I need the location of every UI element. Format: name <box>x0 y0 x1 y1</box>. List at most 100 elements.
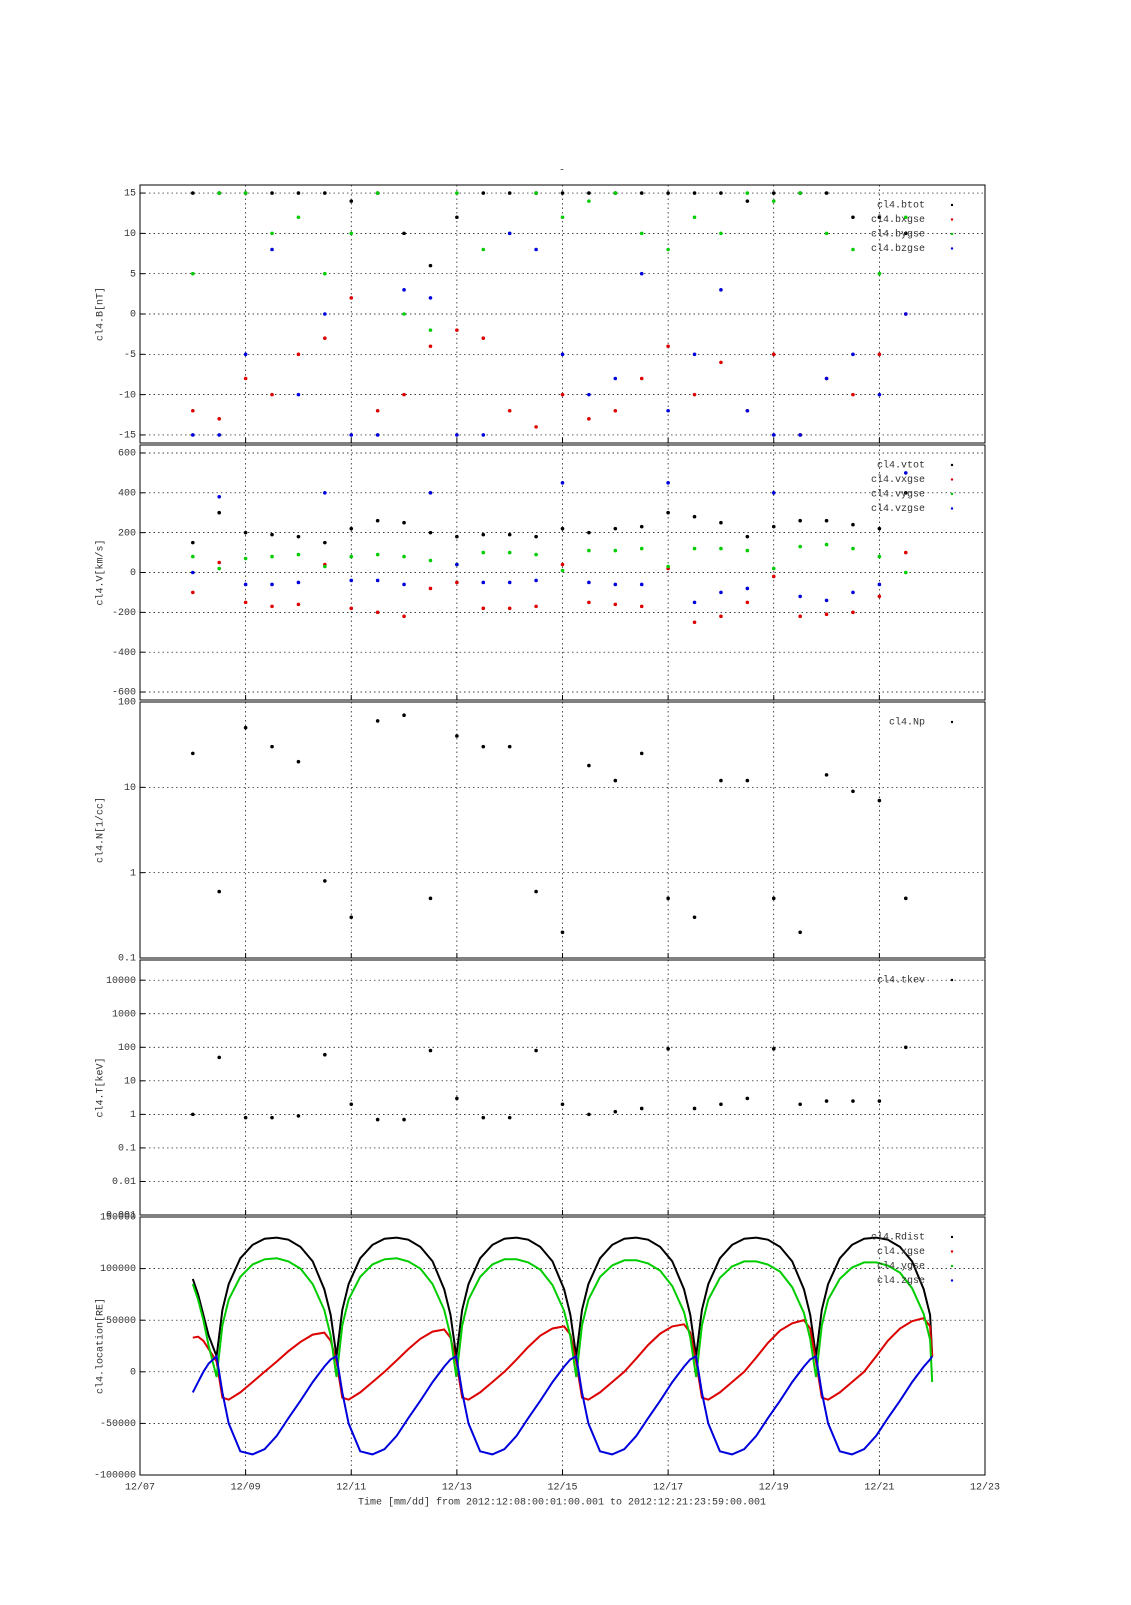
plot-frame <box>139 959 986 1216</box>
data-point <box>639 271 644 276</box>
data-point <box>191 540 195 545</box>
data-point <box>217 566 222 571</box>
data-point <box>560 392 565 397</box>
data-point <box>428 344 433 349</box>
data-point <box>587 600 591 605</box>
x-axis-label: Time [mm/dd] from 2012:12:08:00:01:00.00… <box>358 1497 766 1509</box>
data-point <box>507 1115 512 1120</box>
data-point <box>666 1047 670 1051</box>
data-point <box>534 425 538 429</box>
data-point <box>243 725 248 730</box>
data-point <box>455 534 459 539</box>
y-axis-label: cl4.N[1/cc] <box>95 797 107 863</box>
data-point <box>349 433 354 437</box>
y-axis-label: cl4.V[km/s] <box>95 539 107 605</box>
y-tick-label: 0.001 <box>106 1211 136 1222</box>
data-point <box>639 1106 644 1111</box>
data-point <box>692 191 697 195</box>
data-point <box>375 578 380 583</box>
data-point <box>851 546 855 551</box>
data-point <box>375 518 380 523</box>
data-point <box>824 518 829 523</box>
plot-frame <box>139 701 986 959</box>
data-point <box>270 532 274 537</box>
data-point <box>745 778 750 783</box>
legend-label: cl4.ygse <box>877 1261 925 1273</box>
data-point <box>587 191 591 195</box>
data-point <box>217 889 222 894</box>
data-point <box>719 614 723 619</box>
data-point <box>534 889 538 894</box>
data-point <box>587 580 591 585</box>
data-point <box>719 288 723 292</box>
data-point <box>666 896 670 901</box>
data-point <box>877 582 882 587</box>
data-point <box>666 564 670 569</box>
data-point <box>851 1099 855 1103</box>
data-point <box>349 296 354 300</box>
data-point <box>217 510 222 515</box>
data-point <box>270 191 274 195</box>
data-point <box>217 1055 222 1060</box>
legend-marker <box>950 1235 954 1239</box>
data-point <box>428 1048 433 1053</box>
data-point <box>243 352 248 357</box>
data-point <box>243 191 248 195</box>
data-point <box>375 719 380 723</box>
data-point <box>243 582 248 587</box>
data-point <box>296 1114 301 1118</box>
data-point <box>692 1106 697 1111</box>
data-point <box>455 1096 459 1101</box>
plot-frame <box>139 1216 986 1476</box>
y-tick-label: 10 <box>124 783 136 794</box>
data-point <box>719 546 723 551</box>
data-point <box>375 552 380 557</box>
data-point <box>798 191 802 195</box>
data-point <box>798 594 802 599</box>
data-point <box>270 1115 274 1120</box>
data-point <box>903 471 908 475</box>
y-tick-label: -50000 <box>100 1419 136 1430</box>
data-point <box>692 546 697 551</box>
data-point <box>323 491 327 495</box>
data-point <box>613 602 618 607</box>
data-point <box>349 915 354 920</box>
data-point <box>402 582 406 587</box>
data-point <box>481 744 486 749</box>
y-tick-label: 0.1 <box>118 954 136 965</box>
data-line <box>191 1257 934 1383</box>
y-tick-label: 5 <box>130 269 136 280</box>
data-point <box>771 491 776 495</box>
data-point <box>877 352 882 357</box>
data-point <box>587 530 591 535</box>
data-point <box>666 408 670 413</box>
y-tick-label: 0 <box>130 1367 136 1378</box>
y-tick-label: 0 <box>130 568 136 579</box>
y-tick-label: 50000 <box>106 1316 136 1327</box>
legend-label: cl4.btot <box>877 200 925 212</box>
data-point <box>270 392 274 397</box>
data-point <box>402 231 406 236</box>
y-tick-label: 1 <box>130 868 136 879</box>
data-point <box>771 352 776 357</box>
data-point <box>534 552 538 557</box>
data-point <box>296 215 301 220</box>
y-tick-label: -10 <box>118 390 136 401</box>
data-point <box>191 751 195 756</box>
legend-label: cl4.Np <box>889 717 925 729</box>
data-point <box>481 191 486 195</box>
data-point <box>666 247 670 252</box>
data-point <box>507 744 512 749</box>
data-point <box>296 580 301 585</box>
y-tick-label: 0.1 <box>118 1144 136 1155</box>
data-point <box>270 554 274 559</box>
data-point <box>455 191 459 195</box>
data-point <box>666 481 670 485</box>
data-point <box>560 1102 565 1107</box>
legend-marker <box>950 1279 954 1282</box>
y-tick-label: 200 <box>118 528 136 539</box>
data-point <box>666 191 670 195</box>
data-point <box>243 600 248 605</box>
data-point <box>243 1115 248 1120</box>
x-tick-label: 12/11 <box>336 1482 366 1494</box>
